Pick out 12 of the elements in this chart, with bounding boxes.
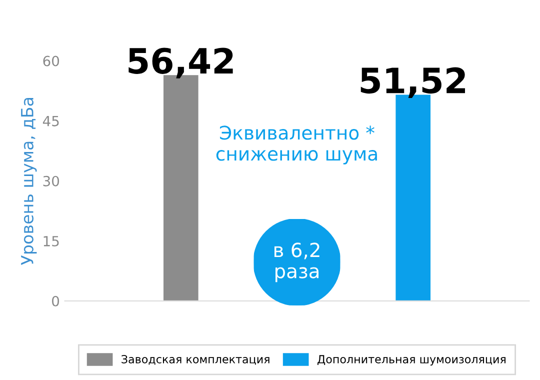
legend-label: Дополнительная шумоизоляция — [317, 355, 506, 366]
legend-label: Заводская комплектация — [122, 355, 270, 365]
y-tick-label: 0 — [52, 296, 60, 306]
y-tick-label: 15 — [44, 236, 59, 246]
annotation: Эквивалентно * снижению шума — [216, 126, 377, 164]
y-tick-label: 60 — [43, 56, 60, 66]
data-label: 56,42 — [128, 48, 233, 78]
y-tick-label: 45 — [42, 116, 59, 126]
y-axis-title: Уровень шума, дБа — [21, 98, 37, 265]
data-label: 51,52 — [360, 67, 465, 98]
annotation: в 6,2 раза — [274, 242, 320, 282]
y-tick-label: 30 — [43, 176, 60, 186]
